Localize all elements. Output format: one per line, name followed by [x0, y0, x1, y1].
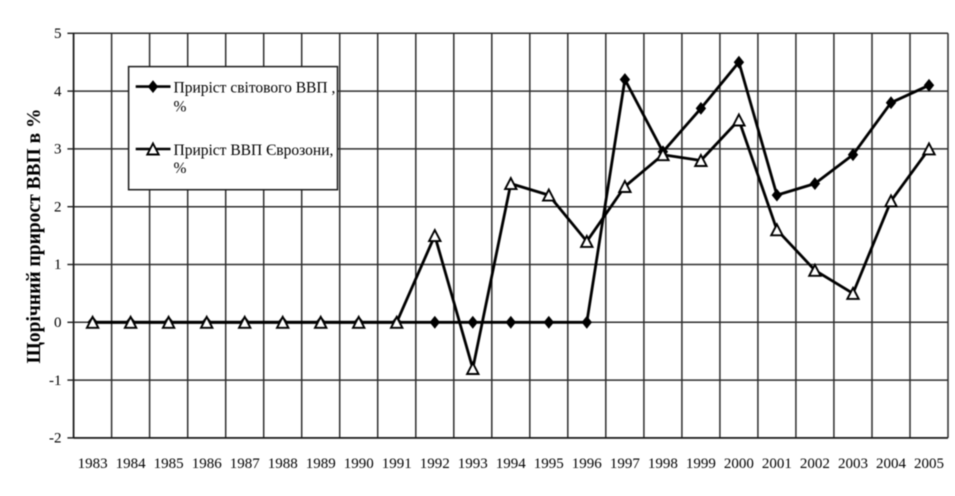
svg-text:1996: 1996 [572, 456, 603, 472]
svg-text:2003: 2003 [838, 456, 868, 472]
svg-text:1990: 1990 [344, 456, 374, 472]
svg-text:1994: 1994 [496, 456, 527, 472]
svg-text:1992: 1992 [420, 456, 450, 472]
svg-text:1983: 1983 [78, 456, 108, 472]
svg-text:1995: 1995 [534, 456, 564, 472]
svg-text:2004: 2004 [876, 456, 907, 472]
svg-text:-1: -1 [49, 373, 62, 389]
svg-text:2001: 2001 [762, 456, 792, 472]
svg-text:1989: 1989 [306, 456, 336, 472]
svg-text:%: % [174, 99, 187, 116]
svg-text:2002: 2002 [800, 456, 830, 472]
svg-text:2005: 2005 [914, 456, 944, 472]
svg-text:Приріст світового ВВП ,: Приріст світового ВВП , [174, 80, 336, 97]
svg-text:1991: 1991 [382, 456, 412, 472]
svg-text:1998: 1998 [648, 456, 678, 472]
svg-text:2000: 2000 [724, 456, 754, 472]
svg-text:Приріст ВВП Єврозони,: Приріст ВВП Єврозони, [174, 142, 334, 159]
svg-text:3: 3 [54, 142, 62, 158]
svg-text:1999: 1999 [686, 456, 716, 472]
svg-text:4: 4 [54, 84, 62, 100]
svg-text:2: 2 [54, 199, 62, 215]
svg-text:1984: 1984 [116, 456, 147, 472]
svg-text:1997: 1997 [610, 456, 641, 472]
svg-text:%: % [174, 160, 187, 177]
svg-text:1: 1 [54, 257, 62, 273]
svg-text:-2: -2 [49, 431, 62, 447]
svg-text:5: 5 [54, 26, 62, 42]
svg-text:0: 0 [54, 315, 62, 331]
svg-text:1985: 1985 [154, 456, 184, 472]
svg-text:1993: 1993 [458, 456, 488, 472]
svg-text:1988: 1988 [268, 456, 298, 472]
svg-text:1987: 1987 [230, 456, 261, 472]
svg-text:Щорічний прирост ВВП в %: Щорічний прирост ВВП в % [24, 109, 45, 364]
svg-text:1986: 1986 [192, 456, 223, 472]
